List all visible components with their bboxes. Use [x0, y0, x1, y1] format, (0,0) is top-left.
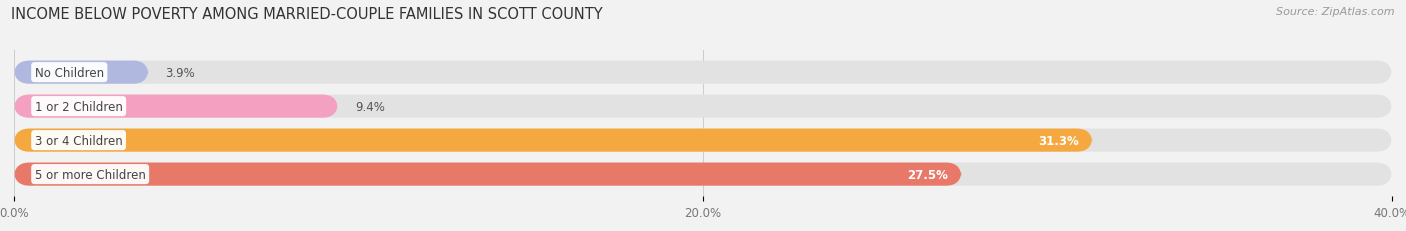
Text: No Children: No Children — [35, 66, 104, 79]
Text: 1 or 2 Children: 1 or 2 Children — [35, 100, 122, 113]
FancyBboxPatch shape — [14, 129, 1392, 152]
Text: 3 or 4 Children: 3 or 4 Children — [35, 134, 122, 147]
FancyBboxPatch shape — [14, 61, 149, 84]
Text: 27.5%: 27.5% — [907, 168, 948, 181]
FancyBboxPatch shape — [14, 129, 1092, 152]
Text: 3.9%: 3.9% — [166, 66, 195, 79]
Text: Source: ZipAtlas.com: Source: ZipAtlas.com — [1277, 7, 1395, 17]
Text: INCOME BELOW POVERTY AMONG MARRIED-COUPLE FAMILIES IN SCOTT COUNTY: INCOME BELOW POVERTY AMONG MARRIED-COUPL… — [11, 7, 603, 22]
FancyBboxPatch shape — [14, 95, 337, 118]
FancyBboxPatch shape — [14, 61, 1392, 84]
Text: 31.3%: 31.3% — [1038, 134, 1078, 147]
FancyBboxPatch shape — [14, 163, 1392, 186]
FancyBboxPatch shape — [14, 95, 1392, 118]
Text: 5 or more Children: 5 or more Children — [35, 168, 146, 181]
FancyBboxPatch shape — [14, 163, 962, 186]
Text: 9.4%: 9.4% — [356, 100, 385, 113]
